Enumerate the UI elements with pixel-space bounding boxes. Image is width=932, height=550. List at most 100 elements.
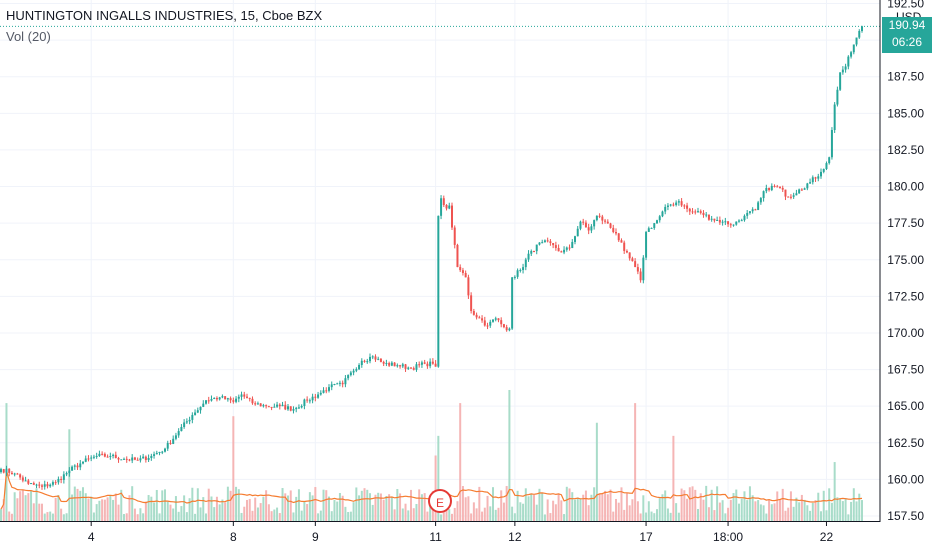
volume-bar <box>850 501 853 521</box>
price-tick-label: 160.00 <box>887 472 924 486</box>
volume-bar <box>675 503 678 521</box>
volume-bar <box>82 487 84 521</box>
time-tick-label: 17 <box>639 530 653 544</box>
candle <box>65 471 68 477</box>
volume-bar <box>440 514 443 521</box>
candle <box>289 406 292 412</box>
volume-bar <box>538 488 541 521</box>
candle <box>587 223 590 235</box>
candle <box>546 237 549 243</box>
candle <box>188 416 191 425</box>
candle <box>847 55 850 70</box>
candle <box>502 323 505 329</box>
candle <box>478 315 481 319</box>
volume-bar <box>535 504 538 521</box>
candle <box>631 256 634 262</box>
volume-bar <box>839 499 842 521</box>
volume-bar <box>563 514 566 521</box>
volume-bar <box>235 486 238 521</box>
volume-bar <box>317 513 320 521</box>
volume-bar <box>136 514 139 521</box>
candle <box>205 400 207 405</box>
volume-bar <box>702 499 705 521</box>
volume-bar <box>114 493 117 521</box>
candle <box>385 359 388 367</box>
volume-bar <box>710 489 713 521</box>
candle <box>481 315 484 323</box>
volume-bar <box>35 488 38 521</box>
volume-bar <box>822 490 825 521</box>
candlesticks <box>0 25 863 490</box>
time-tick-label: 9 <box>312 530 319 544</box>
candle <box>748 211 751 215</box>
candle <box>390 361 393 367</box>
volume-bar <box>467 496 470 521</box>
volume-bar <box>612 511 615 521</box>
candle <box>117 456 120 463</box>
candle <box>246 393 248 399</box>
volume-bar <box>401 508 404 521</box>
candle <box>699 209 702 215</box>
volume-bar <box>587 505 590 521</box>
volume-bar <box>789 491 792 521</box>
volume-bar <box>861 500 863 521</box>
price-tick-label: 172.50 <box>887 289 924 303</box>
volume-bar <box>125 513 128 521</box>
volume-bar <box>746 500 749 521</box>
volume-bar <box>144 501 147 521</box>
candle <box>850 50 853 59</box>
volume-bar <box>0 509 2 521</box>
candle <box>62 471 65 484</box>
candle <box>483 316 486 327</box>
volume-bar <box>666 508 669 521</box>
volume-bar <box>582 494 585 521</box>
volume-bar <box>770 504 773 521</box>
volume-bar <box>533 495 535 521</box>
candle <box>448 202 451 210</box>
candle <box>511 277 514 330</box>
volume-bar <box>95 504 98 521</box>
price-tick-label: 185.00 <box>887 106 924 120</box>
volume-bar <box>65 513 68 521</box>
candle <box>694 209 697 215</box>
volume-bar <box>811 502 814 521</box>
volume-bar <box>707 507 710 521</box>
candle <box>68 467 71 477</box>
volume-bar <box>426 511 429 521</box>
candle <box>358 363 361 371</box>
candle <box>369 353 371 364</box>
candle <box>453 225 456 249</box>
candle <box>609 222 612 229</box>
volume-bar <box>155 489 158 521</box>
candle <box>814 176 817 182</box>
volume-bar <box>262 496 265 521</box>
candle <box>825 161 828 171</box>
candle <box>817 173 820 182</box>
volume-bar <box>470 513 473 521</box>
earnings-marker[interactable]: E <box>428 489 452 513</box>
price-tick-label: 175.00 <box>887 253 924 267</box>
candle <box>789 194 792 200</box>
candle <box>552 242 555 249</box>
volume-bar <box>560 500 563 521</box>
candle <box>516 268 519 279</box>
volume-bar <box>205 513 207 521</box>
candle <box>625 249 628 254</box>
candle <box>505 324 508 332</box>
volume-bar <box>565 486 568 521</box>
volume-bar <box>497 507 500 521</box>
volume-bar <box>595 422 598 521</box>
volume-bar <box>623 509 626 521</box>
candle <box>336 382 339 385</box>
price-tick-label: 187.50 <box>887 70 924 84</box>
volume-bar <box>13 492 16 521</box>
candle <box>776 184 779 188</box>
volume-bar <box>508 390 511 521</box>
candle <box>243 391 246 399</box>
last-price-value: 190.94 <box>888 18 926 32</box>
candle <box>420 360 423 368</box>
candle <box>207 396 210 404</box>
candle <box>8 468 11 477</box>
candle <box>606 219 609 224</box>
